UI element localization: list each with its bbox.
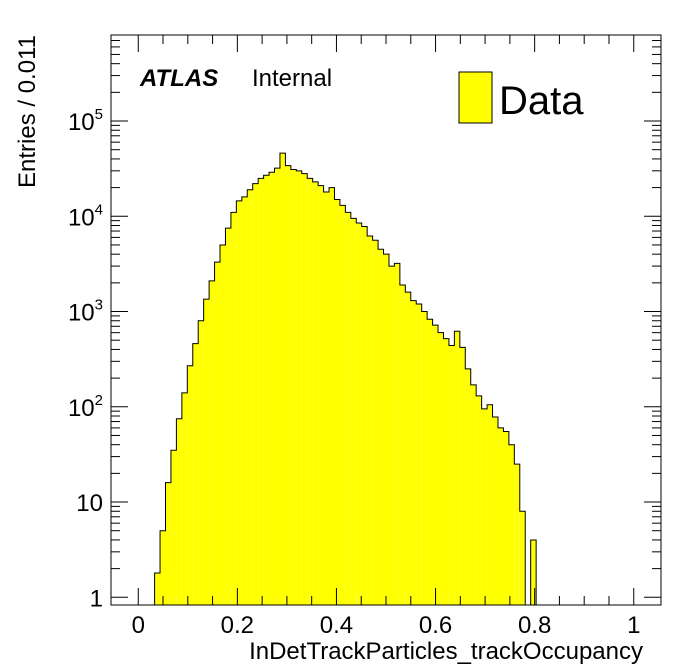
histogram-bar [187, 365, 193, 605]
histogram-bar [394, 263, 400, 605]
histogram-bar [192, 343, 199, 605]
histogram-bar [307, 178, 313, 605]
y-tick-labels: 1 10 102 103 104 105 [68, 106, 103, 612]
histogram-bar [312, 181, 319, 605]
histogram-bar [181, 392, 188, 605]
internal-label: Internal [252, 65, 332, 92]
histogram-bar [454, 331, 460, 605]
histogram-bar [476, 395, 482, 605]
histogram-bar [279, 153, 286, 605]
histogram-bar [427, 319, 433, 605]
histogram-bar [339, 205, 346, 606]
histogram-bar [165, 482, 171, 605]
histogram-bar [378, 249, 384, 605]
histogram-bar [334, 199, 340, 605]
x-tick-label: 0.4 [320, 612, 353, 639]
histogram-bar [459, 347, 466, 605]
x-tick-label: 0.2 [221, 612, 254, 639]
histogram-bar [269, 172, 275, 606]
histogram-bar [487, 404, 493, 605]
axis-ticks [111, 34, 661, 605]
histogram-bar [356, 223, 362, 605]
histogram-bar [285, 165, 291, 605]
x-tick-label: 0 [132, 612, 145, 639]
histogram-bar [176, 418, 182, 605]
plot-frame [110, 34, 662, 606]
histogram-bar [367, 236, 373, 606]
histogram-bar [503, 431, 509, 605]
histogram-bar [241, 196, 248, 605]
histogram-bar [290, 169, 297, 605]
y-tick-label: 105 [68, 106, 103, 136]
histogram-bar [470, 384, 477, 605]
histogram-bar [198, 320, 204, 605]
histogram-bar [383, 254, 389, 605]
x-tick-label: 1 [627, 612, 640, 639]
y-tick-label: 103 [68, 297, 103, 327]
x-tick-label: 0.6 [419, 612, 452, 639]
histogram-bar [170, 450, 177, 605]
legend-label: Data [499, 79, 584, 123]
histogram-bar [448, 345, 455, 605]
histogram-bar [247, 189, 253, 605]
histogram-bar [421, 311, 428, 605]
histogram-bar [203, 299, 210, 605]
histogram-bar [481, 408, 488, 605]
y-tick-label: 102 [68, 392, 103, 422]
histogram-bar [350, 218, 357, 605]
histogram-bar [405, 292, 411, 605]
y-tick-label: 104 [68, 201, 103, 231]
histogram-bar [236, 200, 242, 605]
histogram-bar [497, 427, 504, 605]
y-axis-title: Entries / 0.011 [14, 35, 41, 188]
histogram-bar [508, 444, 515, 605]
histogram-bar [230, 212, 237, 605]
histogram-bar [252, 183, 259, 605]
y-tick-label: 10 [76, 490, 103, 517]
histogram-bar [214, 262, 221, 605]
histogram-bar [438, 332, 444, 605]
histogram-bar [160, 530, 166, 605]
histogram-bars [154, 152, 537, 606]
histogram-bar [465, 368, 471, 605]
histogram-bar [274, 168, 280, 605]
histogram-bar [345, 212, 351, 605]
histogram-bar [519, 511, 526, 605]
histogram-bar [410, 300, 417, 605]
x-tick-label: 0.8 [518, 612, 551, 639]
histogram-bar [318, 185, 324, 605]
histogram-bar [530, 539, 537, 605]
histogram-bar [301, 173, 308, 605]
histogram-bar [323, 191, 330, 605]
histogram-bar [225, 228, 231, 605]
histogram-bar [329, 187, 335, 605]
histogram-bar [416, 303, 422, 605]
histogram-bar [388, 266, 395, 605]
histogram-bar [220, 244, 226, 605]
histogram-bar [263, 175, 270, 605]
x-tick-labels: 0 0.2 0.4 0.6 0.8 1 [132, 612, 641, 639]
x-axis-title: InDetTrackParticles_trackOccupancy [249, 638, 643, 665]
histogram-bar [443, 338, 449, 605]
legend-swatch [458, 71, 493, 124]
histogram-bar [296, 170, 302, 605]
histogram-bar [361, 226, 368, 606]
histogram-bar [258, 178, 264, 605]
histogram-bar [432, 325, 439, 605]
histogram-bar [399, 284, 406, 605]
histogram-outline [154, 152, 537, 605]
histogram-bar [372, 240, 379, 605]
y-tick-label: 1 [90, 585, 103, 612]
atlas-label: ATLAS [139, 65, 218, 92]
histogram-bar [209, 280, 215, 605]
histogram-bar [154, 572, 161, 605]
histogram-bar [492, 417, 498, 605]
histogram-bar [514, 464, 520, 605]
